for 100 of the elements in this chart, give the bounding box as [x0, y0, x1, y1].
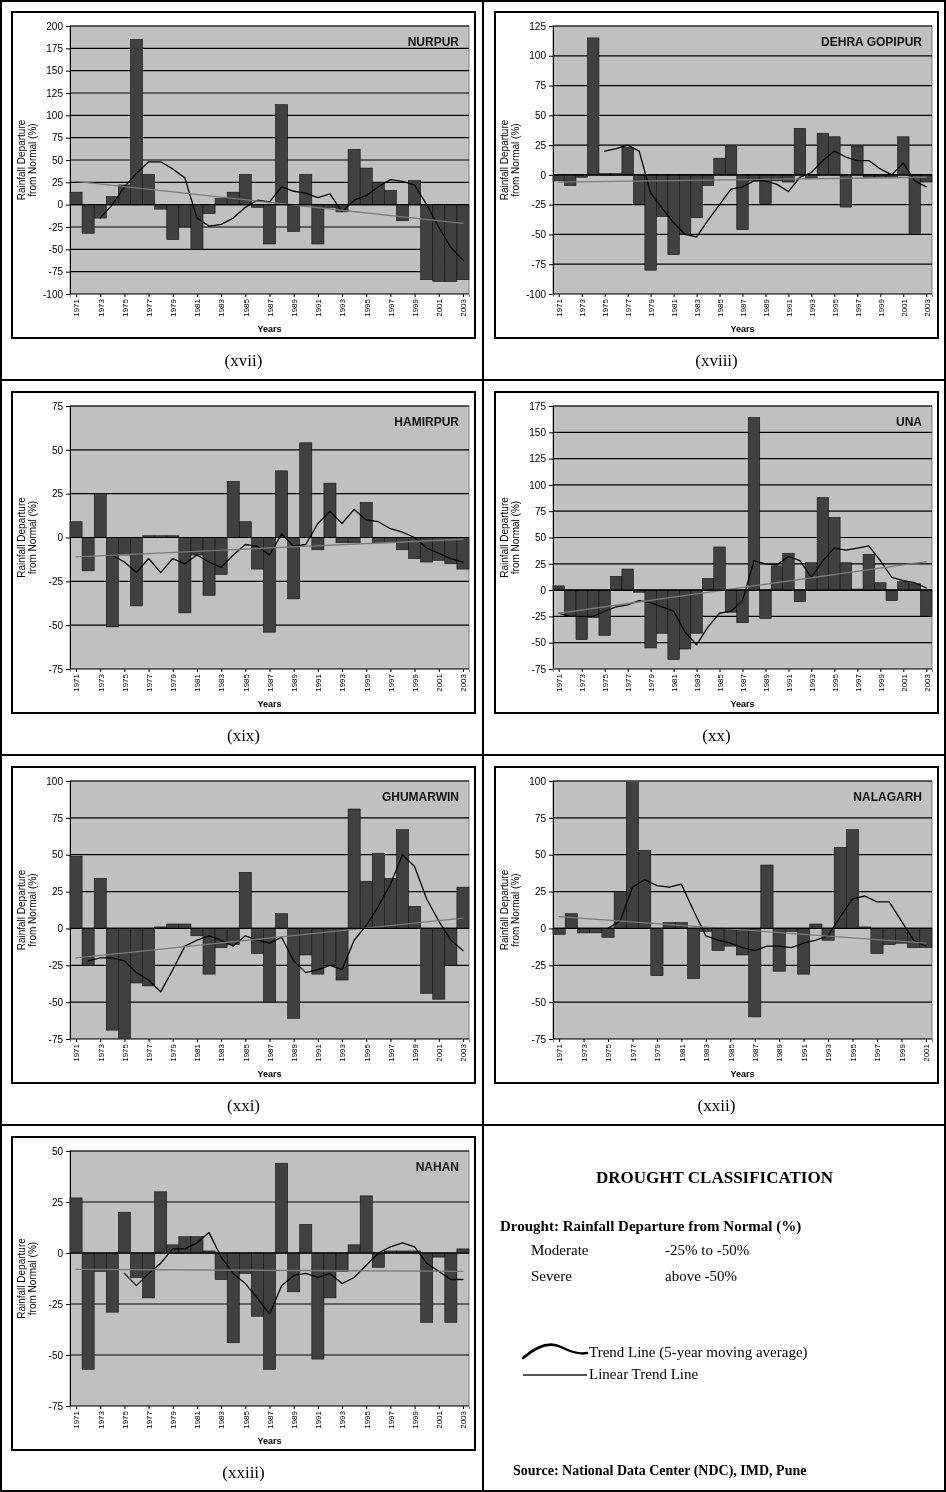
y-tick-label: 125: [529, 453, 547, 465]
y-tick-label: 175: [529, 400, 547, 412]
x-tick-label: 2003: [459, 298, 469, 317]
x-tick-label: 1991: [799, 1043, 809, 1062]
y-tick-label: -75: [531, 663, 547, 675]
x-axis-title: Years: [730, 1069, 755, 1079]
y-tick-label: 75: [534, 812, 547, 824]
x-tick-label: 2003: [922, 673, 932, 692]
y-tick-label: 75: [51, 400, 64, 412]
x-tick-label: 1997: [873, 1043, 883, 1062]
x-tick-label: 1975: [604, 1043, 614, 1062]
x-tick-label: 1993: [338, 1043, 348, 1062]
x-tick-label: 1975: [600, 673, 610, 692]
x-tick-label: 1975: [120, 673, 130, 692]
x-tick-label: 1977: [144, 673, 154, 692]
x-tick-label: 1979: [646, 673, 656, 692]
text: (xx): [702, 726, 731, 745]
x-tick-label: 1975: [120, 1410, 130, 1429]
y-tick-label: 25: [534, 558, 547, 570]
x-axis-title: Years: [257, 699, 282, 709]
text: UNA: [896, 415, 923, 429]
x-tick-label: 1995: [362, 298, 372, 317]
y-tick-label: 50: [51, 444, 64, 456]
y-tick-label: 75: [51, 132, 64, 144]
x-tick-label: 1989: [289, 1043, 299, 1062]
x-tick-label: 1989: [761, 673, 771, 692]
x-tick-label: 2001: [435, 1410, 445, 1429]
y-tick-label: -100: [42, 288, 64, 300]
x-tick-label: 1979: [169, 673, 179, 692]
x-tick-label: 1987: [265, 1410, 275, 1429]
text: (xxiii): [222, 1463, 265, 1482]
x-tick-label: 1995: [830, 298, 840, 317]
x-tick-label: 1991: [784, 298, 794, 317]
x-axis-title: Years: [730, 324, 755, 334]
x-tick-label: 1981: [193, 298, 203, 317]
y-tick-label: 25: [51, 177, 64, 189]
x-tick-label: 1977: [144, 1043, 154, 1062]
x-tick-label: 1979: [169, 1043, 179, 1062]
text: (xviii): [695, 351, 738, 370]
y-tick-label: 50: [534, 532, 547, 544]
y-tick-label: 25: [534, 886, 547, 898]
y-tick-label: 0: [540, 584, 547, 596]
x-tick-label: 1985: [715, 673, 725, 692]
x-tick-label: 2001: [435, 1043, 445, 1062]
x-tick-label: 1989: [761, 298, 771, 317]
x-tick-label: 1977: [144, 1410, 154, 1429]
x-tick-label: 1987: [738, 673, 748, 692]
text: Linear Trend Line: [589, 1366, 699, 1382]
x-tick-label: 1997: [386, 1410, 396, 1429]
x-tick-label: 1993: [807, 298, 817, 317]
y-tick-label: -25: [531, 199, 547, 211]
x-tick-label: 1991: [314, 673, 324, 692]
y-tick-label: 150: [46, 65, 64, 77]
x-tick-label: 1973: [579, 1043, 589, 1062]
y-tick-label: -75: [531, 1033, 547, 1045]
y-axis-title: Rainfall Departure from Normal (%): [499, 869, 521, 951]
y-tick-label: -25: [531, 611, 547, 623]
y-tick-label: 150: [529, 427, 547, 438]
y-tick-label: -25: [531, 959, 547, 971]
x-tick-label: 1983: [217, 298, 227, 317]
x-tick-label: 1985: [726, 1043, 736, 1062]
y-tick-label: 25: [534, 139, 547, 151]
x-tick-label: 1989: [289, 673, 299, 692]
x-tick-label: 2001: [922, 1043, 932, 1062]
text: (xxi): [226, 1096, 261, 1115]
text: Moderate: [531, 1242, 589, 1258]
x-tick-label: 1979: [653, 1043, 663, 1062]
x-tick-label: 1977: [623, 298, 633, 317]
x-tick-label: 2003: [459, 1043, 469, 1062]
y-tick-label: 200: [46, 20, 64, 32]
y-tick-label: 25: [51, 886, 64, 898]
x-tick-label: 1981: [669, 673, 679, 692]
y-tick-label: 175: [46, 43, 64, 55]
y-tick-label: 25: [51, 1196, 64, 1208]
x-tick-label: 1977: [628, 1043, 638, 1062]
x-tick-label: 1985: [241, 1043, 251, 1062]
x-tick-label: 1983: [217, 1043, 227, 1062]
y-tick-label: 50: [534, 110, 547, 122]
x-tick-label: 1973: [96, 1043, 106, 1062]
x-tick-label: 1991: [784, 673, 794, 692]
x-tick-label: 1979: [169, 1410, 179, 1429]
x-tick-label: 1987: [265, 298, 275, 317]
x-tick-label: 1995: [362, 1410, 372, 1429]
x-axis-title: Years: [257, 1069, 282, 1079]
x-tick-label: 1993: [338, 673, 348, 692]
y-tick-label: 50: [51, 1145, 64, 1157]
x-tick-label: 1973: [96, 298, 106, 317]
y-tick-label: -75: [48, 1033, 64, 1045]
x-tick-label: 1981: [669, 298, 679, 317]
x-tick-label: 1997: [386, 1043, 396, 1062]
x-tick-label: 1973: [96, 673, 106, 692]
x-tick-label: 1999: [410, 1043, 420, 1062]
x-tick-label: 1983: [702, 1043, 712, 1062]
x-tick-label: 1983: [217, 673, 227, 692]
x-tick-label: 1997: [853, 298, 863, 317]
x-tick-label: 1997: [386, 298, 396, 317]
x-tick-label: 2003: [922, 298, 932, 317]
y-axis-title: Rainfall Departure from Normal (%): [16, 869, 38, 951]
x-tick-label: 2001: [899, 298, 909, 317]
y-tick-label: -50: [531, 229, 547, 241]
